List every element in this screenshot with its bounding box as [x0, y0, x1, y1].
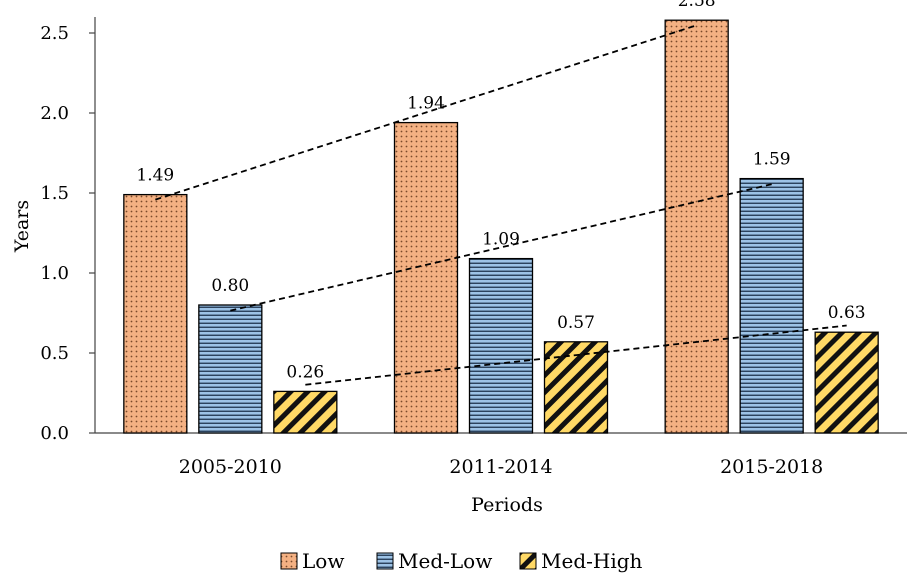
data-label: 0.63: [828, 303, 866, 323]
y-tick-label: 2.5: [40, 23, 69, 44]
legend-item-low: Low: [280, 549, 344, 573]
x-axis: 2005-2010 2011-2014 2015-2018: [95, 432, 907, 478]
bar-med-high: [543, 341, 609, 434]
trendlines: [155, 24, 847, 386]
legend-item-med-high: Med-High: [519, 549, 643, 573]
legend-swatch: [519, 552, 537, 570]
x-tick-label: 2011-2014: [449, 456, 552, 478]
data-labels: 1.49 0.80 0.26 1.94 1.09 0.57 2.58 1.59 0.63: [136, 0, 865, 382]
trendline-low: [155, 24, 697, 201]
bar-low: [664, 19, 729, 434]
bar-med-high: [814, 331, 879, 434]
legend-label: Med-Low: [398, 549, 492, 573]
bar-med-high: [273, 390, 338, 434]
y-axis-title: Years: [11, 200, 33, 253]
y-tick-label: 0.0: [40, 423, 69, 444]
y-tick-label: 1.5: [40, 183, 69, 204]
legend-label: Low: [302, 549, 344, 573]
data-label: 1.94: [407, 94, 445, 114]
data-label: 1.49: [136, 166, 174, 186]
x-axis-title: Periods: [471, 494, 543, 516]
trendline-med-high: [305, 324, 847, 386]
y-tick-label: 0.5: [40, 343, 69, 364]
bar-low: [393, 121, 459, 434]
legend-label: Med-High: [541, 549, 643, 573]
trendline-med-low: [230, 183, 772, 312]
data-label: 2.58: [678, 0, 716, 11]
legend-item-med-low: Med-Low: [376, 549, 492, 573]
legend-swatch: [376, 552, 394, 570]
y-tick-label: 1.0: [40, 263, 69, 284]
bar-low: [123, 193, 188, 434]
legend: Low Med-Low Med-High: [280, 549, 643, 573]
data-label: 1.59: [753, 150, 791, 170]
y-tick-label: 2.0: [40, 103, 69, 124]
bar-med-low: [468, 257, 534, 434]
bar-med-low: [739, 177, 804, 434]
x-tick-label: 2015-2018: [720, 456, 823, 478]
bars: [123, 19, 879, 434]
y-axis: 0.0 0.5 1.0 1.5 2.0 2.5: [40, 17, 96, 444]
data-label: 0.80: [211, 276, 249, 296]
data-label: 0.57: [557, 313, 595, 333]
x-tick-label: 2005-2010: [179, 456, 282, 478]
bar-med-low: [198, 304, 263, 434]
data-label: 0.26: [286, 362, 324, 382]
legend-swatch: [280, 552, 298, 570]
data-label: 1.09: [482, 230, 520, 250]
